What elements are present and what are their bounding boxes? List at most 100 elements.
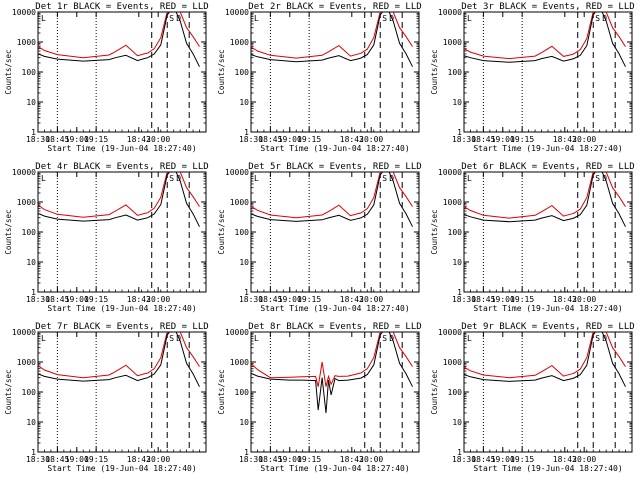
x-tick-label: 19:15 [84,455,108,464]
series-line-events [251,12,413,67]
x-tick-label: 18:45 [45,455,69,464]
y-tick-label: 1 [457,288,462,297]
x-axis-label: Start Time (19-Jun-04 18:27:40) [473,144,622,153]
y-tick-label: 10000 [12,8,36,17]
x-tick-label: 19:00 [65,455,89,464]
corner-mark: L [41,14,46,23]
y-tick-label: 1 [31,288,36,297]
series-group [251,12,413,67]
plot-frame [463,171,633,293]
saa-mark: S [169,174,174,183]
series-line-events [38,12,200,67]
panel-title: Det 5r BLACK = Events, RED = LLD [248,162,421,172]
x-axis-label: Start Time (19-Jun-04 18:27:40) [260,304,409,313]
y-axis-label: Counts/sec [217,369,226,414]
corner-mark: L [254,14,259,23]
y-tick-label: 1 [244,288,249,297]
x-tick-label: 19:00 [491,455,515,464]
detector-panel-5: Det 5r BLACK = Events, RED = LLD 1 10 100 10… [217,162,422,313]
y-tick-label: 100 [22,68,37,77]
y-tick-label: 1000 [230,358,249,367]
dropout-mark: D [602,334,607,343]
y-tick-label: 10 [452,418,462,427]
panel-title: Det 6r BLACK = Events, RED = LLD [461,162,634,172]
y-tick-label: 100 [235,68,250,77]
x-tick-label: 18:45 [258,455,282,464]
y-tick-label: 1 [457,448,462,457]
y-tick-label: 1 [457,128,462,137]
detector-panel-3: Det 3r BLACK = Events, RED = LLD 1 10 100 10… [430,2,635,153]
series-line-lld [251,12,413,59]
x-axis-label: Start Time (19-Jun-04 18:27:40) [47,304,196,313]
series-line-events [251,172,413,227]
x-tick-label: 19:15 [510,135,534,144]
series-group [251,332,413,414]
dropout-mark: D [389,174,394,183]
y-tick-label: 10 [26,258,36,267]
x-tick-label: 19:00 [491,135,515,144]
series-line-events [251,332,413,414]
series-line-lld [251,172,413,219]
y-tick-label: 10000 [438,168,462,177]
x-tick-label: 18:43 [127,135,151,144]
x-tick-label: 18:43 [340,295,364,304]
corner-mark: L [467,174,472,183]
corner-mark: L [467,14,472,23]
saa-mark: S [595,334,600,343]
dropout-mark: D [602,14,607,23]
x-tick-label: 19:00 [278,455,302,464]
y-axis-label: Counts/sec [430,209,439,254]
x-tick-label: 19:15 [84,295,108,304]
x-tick-label: 19:15 [297,295,321,304]
x-axis-label: Start Time (19-Jun-04 18:27:40) [47,144,196,153]
y-tick-label: 10000 [225,168,249,177]
y-tick-label: 1000 [230,38,249,47]
y-tick-label: 1000 [17,38,36,47]
x-tick-label: 18:43 [127,455,151,464]
series-group [251,172,413,227]
detector-panel-1: Det 1r BLACK = Events, RED = LLD 1 10 100 10… [4,2,209,153]
series-group [464,172,626,227]
saa-mark: S [169,334,174,343]
plot-frame [250,171,420,293]
x-tick-label: 18:45 [471,135,495,144]
x-tick-label: 18:45 [471,295,495,304]
detector-panel-6: Det 6r BLACK = Events, RED = LLD 1 10 100 10… [430,162,635,313]
x-tick-label: 18:43 [340,135,364,144]
y-tick-label: 100 [235,388,250,397]
saa-mark: S [169,14,174,23]
x-tick-label: 18:45 [258,135,282,144]
corner-mark: L [254,174,259,183]
detector-panel-7: Det 7r BLACK = Events, RED = LLD 1 10 100 10… [4,322,209,473]
x-tick-label: 19:00 [65,295,89,304]
dropout-mark: D [176,174,181,183]
y-axis-label: Counts/sec [4,209,13,254]
y-tick-label: 10 [26,418,36,427]
dropout-mark: D [389,14,394,23]
panel-title: Det 9r BLACK = Events, RED = LLD [461,322,634,332]
corner-mark: L [41,334,46,343]
x-axis-label: Start Time (19-Jun-04 18:27:40) [473,304,622,313]
series-line-lld [464,172,626,219]
series-group [464,332,626,387]
series-line-lld [38,12,200,59]
y-axis-label: Counts/sec [4,49,13,94]
y-tick-label: 1 [244,448,249,457]
x-tick-label: 20:00 [572,455,596,464]
y-axis-label: Counts/sec [217,49,226,94]
panel-title: Det 2r BLACK = Events, RED = LLD [248,2,421,12]
y-tick-label: 100 [448,228,463,237]
x-tick-label: 19:00 [278,295,302,304]
x-tick-label: 19:00 [65,135,89,144]
series-line-lld [38,332,200,379]
x-tick-label: 20:00 [359,135,383,144]
y-tick-label: 1000 [443,358,462,367]
saa-mark: S [595,174,600,183]
x-tick-label: 20:00 [359,455,383,464]
series-line-events [464,12,626,67]
x-axis-label: Start Time (19-Jun-04 18:27:40) [260,464,409,473]
y-tick-label: 10 [452,98,462,107]
y-tick-label: 1000 [443,38,462,47]
series-line-events [464,172,626,227]
